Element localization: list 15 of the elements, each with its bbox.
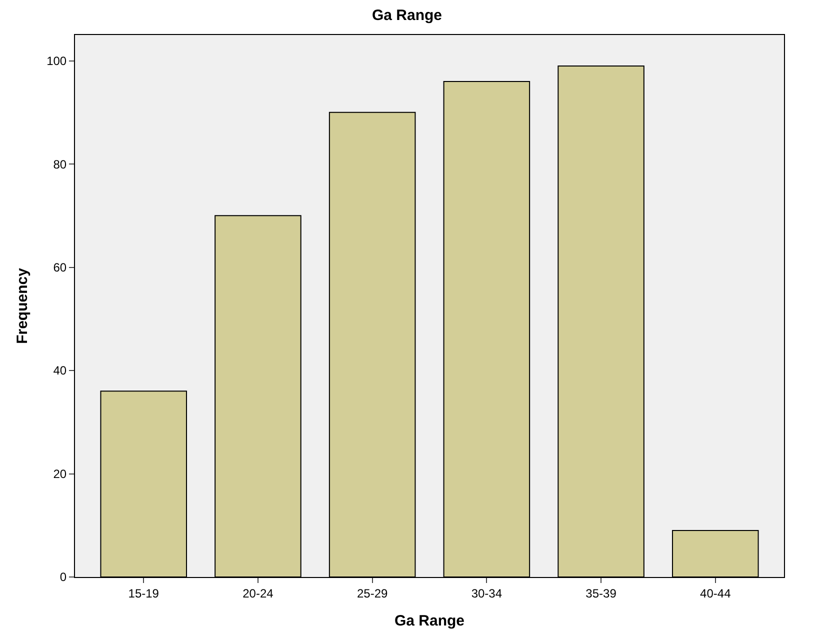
y-tick-label: 80: [53, 157, 67, 172]
x-tick-label: 40-44: [700, 586, 732, 600]
y-tick-label: 20: [53, 466, 67, 481]
y-tick-label: 60: [53, 260, 67, 274]
y-tick-label: 0: [60, 570, 67, 584]
x-axis-title: Ga Range: [394, 612, 465, 630]
y-tick-label: 100: [46, 54, 67, 68]
x-tick-label: 30-34: [471, 586, 502, 600]
x-tick-label: 25-29: [356, 586, 388, 600]
x-tick-label: 20-24: [242, 586, 274, 600]
x-tick-label: 15-19: [128, 586, 160, 600]
x-tick-label: 35-39: [586, 586, 617, 600]
chart-title: Ga Range: [372, 7, 442, 24]
y-axis-title: Frequency: [14, 267, 31, 344]
y-tick-label: 40: [53, 364, 67, 378]
